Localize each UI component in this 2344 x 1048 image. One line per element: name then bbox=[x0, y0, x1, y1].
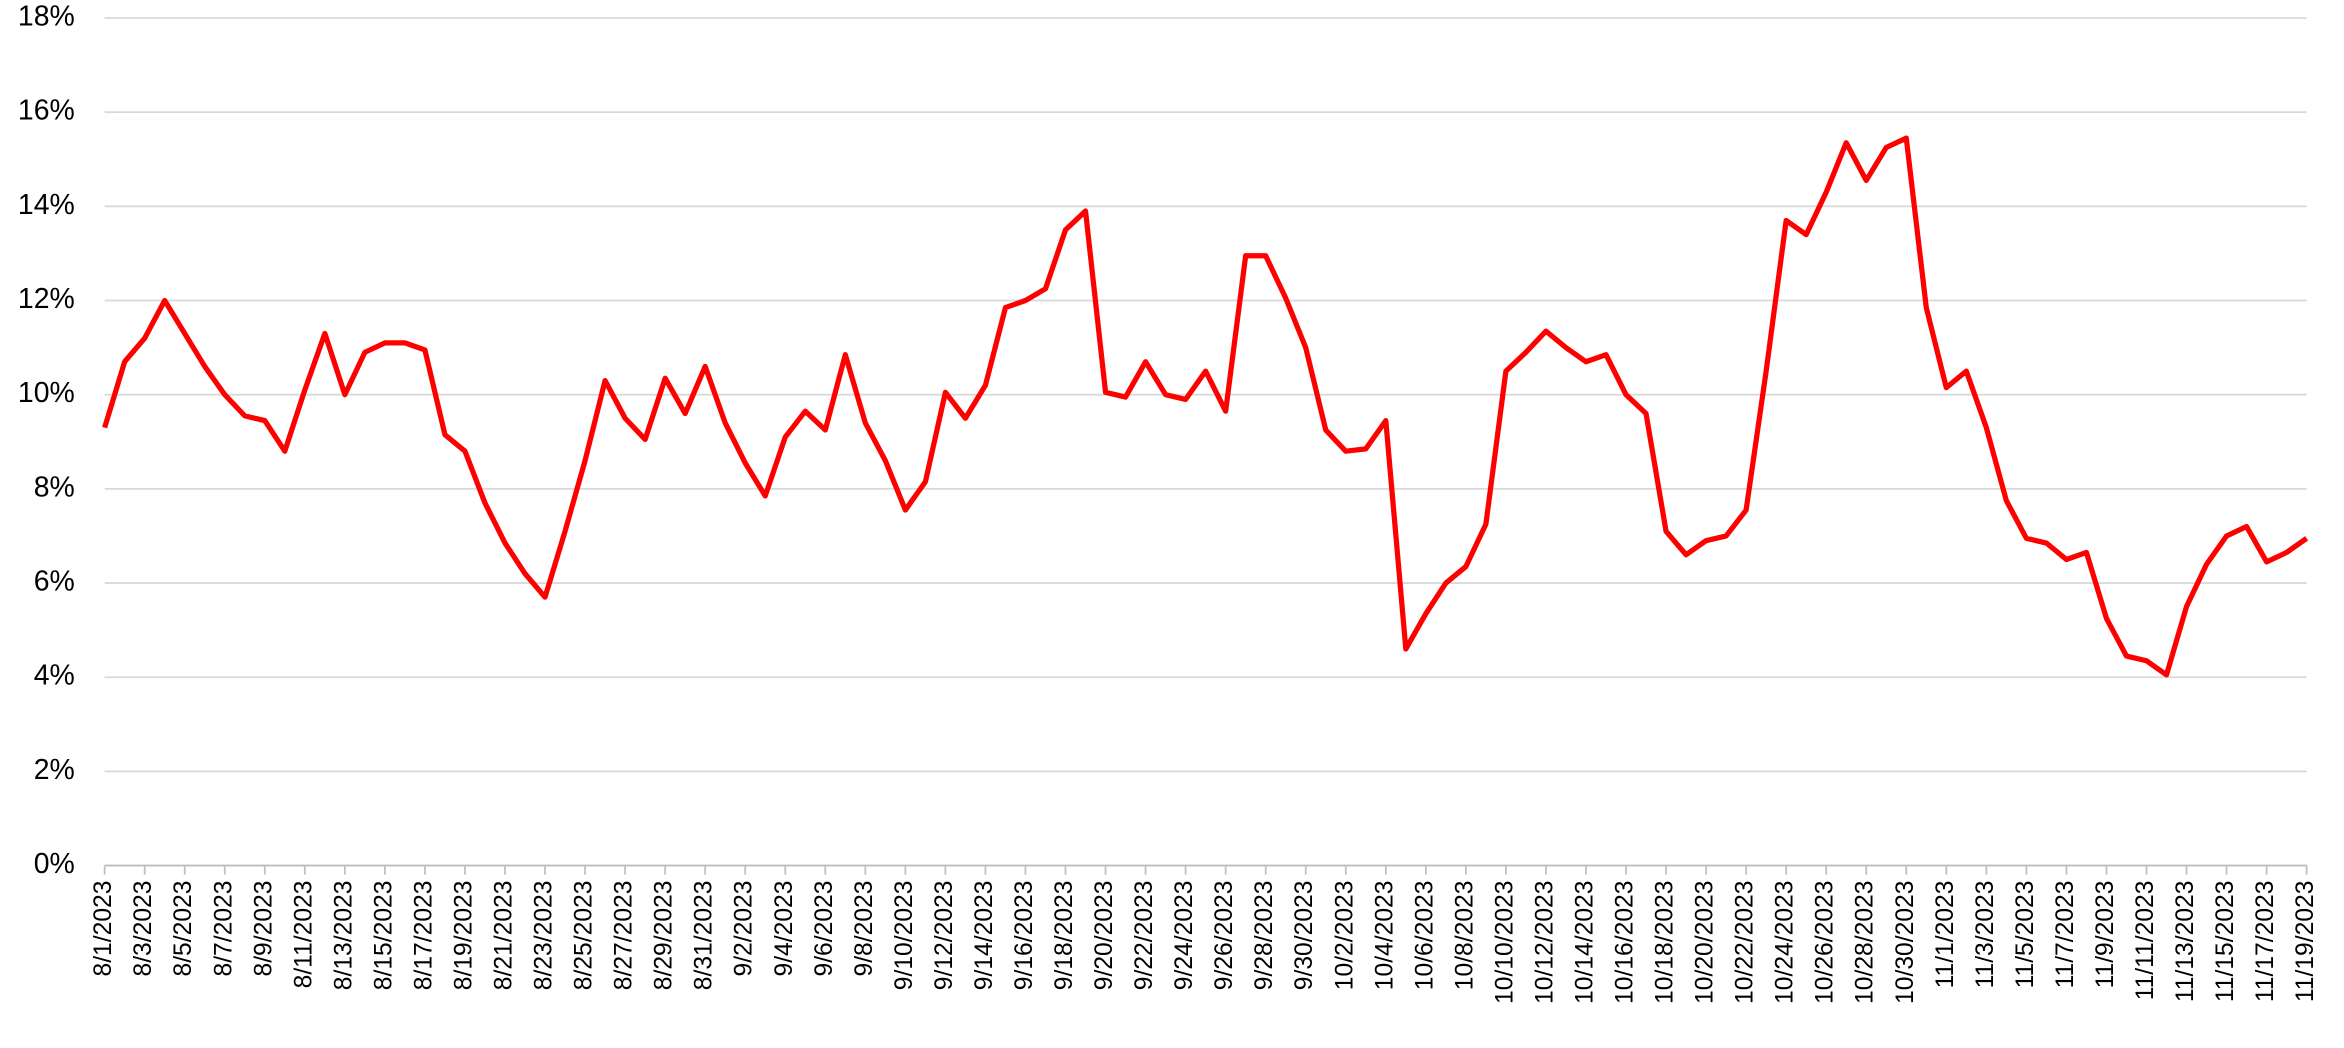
x-tick-label: 9/12/2023 bbox=[931, 881, 958, 991]
x-tick-label: 10/20/2023 bbox=[1692, 881, 1719, 1004]
y-tick-label: 12% bbox=[18, 283, 75, 315]
x-tick-label: 10/26/2023 bbox=[1812, 881, 1839, 1004]
x-tick-label: 8/11/2023 bbox=[290, 881, 317, 989]
x-tick-label: 8/29/2023 bbox=[651, 881, 678, 991]
x-tick-label: 11/19/2023 bbox=[2292, 881, 2319, 1003]
x-tick-label: 8/31/2023 bbox=[691, 881, 718, 991]
x-tick-label: 9/14/2023 bbox=[971, 881, 998, 991]
x-tick-label: 9/16/2023 bbox=[1011, 881, 1038, 991]
y-tick-label: 0% bbox=[34, 848, 75, 880]
x-tick-label: 11/11/2023 bbox=[2132, 881, 2159, 1001]
x-tick-label: 9/8/2023 bbox=[851, 881, 878, 977]
x-tick-label: 10/16/2023 bbox=[1612, 881, 1639, 1004]
x-tick-label: 10/24/2023 bbox=[1772, 881, 1799, 1004]
x-tick-label: 9/4/2023 bbox=[771, 881, 798, 977]
x-tick-label: 9/28/2023 bbox=[1251, 881, 1278, 991]
y-tick-label: 14% bbox=[18, 189, 75, 221]
x-tick-label: 11/5/2023 bbox=[2012, 881, 2039, 989]
x-tick-label: 9/2/2023 bbox=[731, 881, 758, 977]
x-tick-label: 11/1/2023 bbox=[1932, 881, 1959, 989]
x-tick-label: 8/21/2023 bbox=[491, 881, 518, 991]
x-tick-label: 9/30/2023 bbox=[1291, 881, 1318, 991]
x-tick-label: 9/24/2023 bbox=[1171, 881, 1198, 991]
x-tick-label: 8/25/2023 bbox=[571, 881, 598, 991]
x-tick-label: 10/10/2023 bbox=[1491, 881, 1518, 1004]
x-tick-label: 9/10/2023 bbox=[891, 881, 918, 991]
x-tick-label: 9/20/2023 bbox=[1091, 881, 1118, 991]
x-tick-label: 8/7/2023 bbox=[210, 881, 237, 977]
y-tick-label: 10% bbox=[18, 377, 75, 409]
x-tick-label: 11/3/2023 bbox=[1972, 881, 1999, 989]
x-tick-label: 11/15/2023 bbox=[2212, 881, 2239, 1003]
y-tick-label: 16% bbox=[18, 95, 75, 127]
x-tick-label: 11/13/2023 bbox=[2172, 881, 2199, 1003]
x-tick-label: 8/1/2023 bbox=[90, 881, 117, 977]
x-tick-label: 10/28/2023 bbox=[1852, 881, 1879, 1004]
x-tick-label: 10/8/2023 bbox=[1451, 881, 1478, 991]
x-tick-label: 8/15/2023 bbox=[370, 881, 397, 991]
x-tick-label: 10/4/2023 bbox=[1371, 881, 1398, 991]
x-tick-label: 10/14/2023 bbox=[1571, 881, 1598, 1004]
x-tick-label: 8/23/2023 bbox=[531, 881, 558, 991]
y-tick-label: 2% bbox=[34, 754, 75, 786]
x-tick-label: 8/13/2023 bbox=[330, 881, 357, 991]
y-tick-label: 18% bbox=[18, 0, 75, 32]
x-tick-label: 11/7/2023 bbox=[2052, 881, 2079, 989]
x-tick-label: 9/26/2023 bbox=[1211, 881, 1238, 991]
x-tick-label: 11/9/2023 bbox=[2092, 881, 2119, 989]
x-tick-label: 8/9/2023 bbox=[250, 881, 277, 977]
x-tick-label: 10/12/2023 bbox=[1531, 881, 1558, 1004]
x-tick-label: 8/19/2023 bbox=[450, 881, 477, 991]
y-tick-label: 6% bbox=[34, 566, 75, 598]
y-tick-label: 8% bbox=[34, 471, 75, 503]
x-tick-label: 8/3/2023 bbox=[130, 881, 157, 977]
x-tick-label: 9/6/2023 bbox=[811, 881, 838, 977]
x-tick-label: 11/17/2023 bbox=[2252, 881, 2279, 1003]
x-tick-label: 8/27/2023 bbox=[611, 881, 638, 991]
y-tick-label: 4% bbox=[34, 660, 75, 692]
x-tick-label: 8/17/2023 bbox=[410, 881, 437, 991]
series-line bbox=[102, 135, 2309, 678]
x-tick-label: 10/22/2023 bbox=[1732, 881, 1759, 1004]
x-tick-label: 10/2/2023 bbox=[1331, 881, 1358, 991]
x-tick-label: 8/5/2023 bbox=[170, 881, 197, 977]
x-tick-label: 9/18/2023 bbox=[1051, 881, 1078, 991]
x-tick-label: 9/22/2023 bbox=[1131, 881, 1158, 991]
x-tick-label: 10/18/2023 bbox=[1652, 881, 1679, 1004]
x-tick-label: 10/30/2023 bbox=[1892, 881, 1919, 1004]
x-tick-label: 10/6/2023 bbox=[1411, 881, 1438, 991]
